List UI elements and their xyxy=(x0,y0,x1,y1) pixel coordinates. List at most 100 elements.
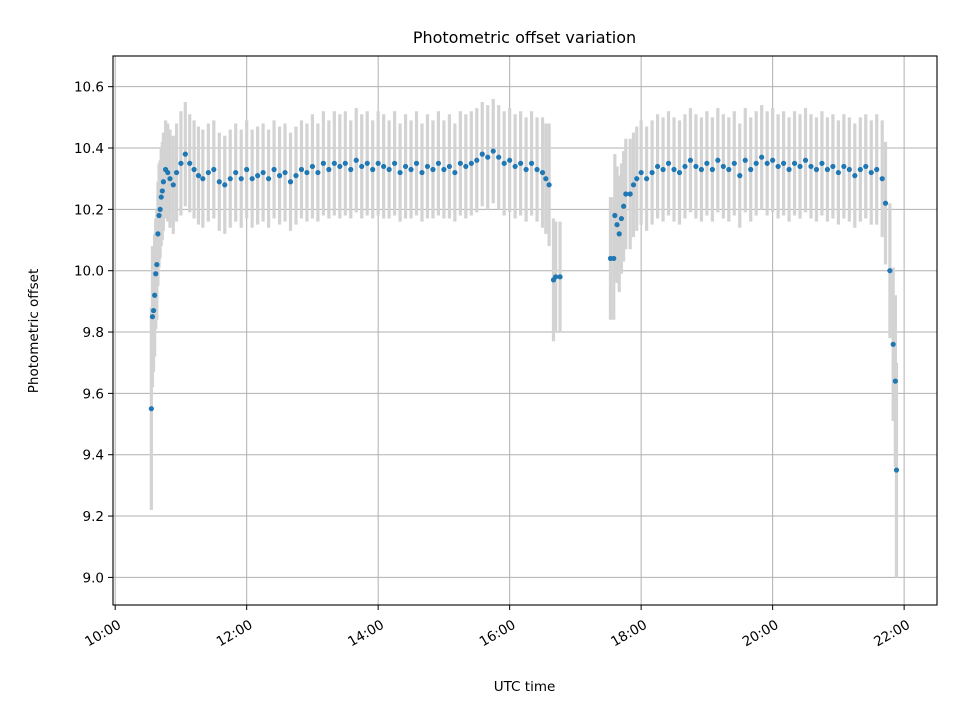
y-tick-label: 9.2 xyxy=(83,509,104,525)
data-point xyxy=(709,166,715,173)
data-point xyxy=(149,314,156,320)
data-point xyxy=(173,169,180,176)
x-tick-label: 12:00 xyxy=(214,617,256,650)
data-point xyxy=(654,163,661,170)
data-point xyxy=(539,169,546,176)
data-point xyxy=(353,157,359,163)
data-point xyxy=(326,166,332,173)
data-point xyxy=(830,163,836,170)
data-point xyxy=(216,179,222,185)
data-point xyxy=(819,160,825,166)
data-point xyxy=(534,166,540,173)
data-point xyxy=(623,191,629,197)
data-point xyxy=(621,203,627,209)
data-point xyxy=(764,160,770,166)
data-point xyxy=(748,166,754,173)
data-point xyxy=(170,182,176,188)
data-point xyxy=(158,194,164,200)
data-point xyxy=(704,160,710,166)
data-point xyxy=(155,231,161,237)
data-point xyxy=(634,176,640,182)
data-point xyxy=(293,173,299,179)
data-point xyxy=(309,163,316,170)
data-point xyxy=(331,160,337,166)
data-point xyxy=(616,231,622,237)
data-point xyxy=(386,166,392,173)
data-point xyxy=(182,151,188,157)
data-point xyxy=(238,176,244,182)
y-tick-label: 9.8 xyxy=(83,325,104,341)
data-point xyxy=(157,206,163,212)
data-point xyxy=(618,215,625,222)
data-point xyxy=(824,166,831,173)
data-point xyxy=(890,341,896,347)
data-point xyxy=(348,166,354,173)
data-point xyxy=(282,169,288,176)
data-point xyxy=(797,163,803,170)
data-point xyxy=(446,163,452,170)
data-point xyxy=(359,163,365,170)
data-point xyxy=(222,182,228,188)
y-tick-label: 9.0 xyxy=(83,570,104,586)
data-point xyxy=(791,160,798,166)
data-point xyxy=(490,148,496,154)
data-point xyxy=(167,176,173,182)
data-point xyxy=(298,166,305,173)
x-axis-label: UTC time xyxy=(494,679,556,695)
data-point xyxy=(233,169,239,176)
data-point xyxy=(687,157,694,163)
y-tick-label: 10.6 xyxy=(74,80,104,96)
data-point xyxy=(813,166,820,173)
data-point xyxy=(271,166,277,173)
data-point xyxy=(786,166,792,173)
x-tick-label: 10:00 xyxy=(82,617,124,650)
x-axis: 10:00 12:00 14:00 16:00 18:00 20:00 22:00 xyxy=(82,605,913,650)
data-point xyxy=(557,274,563,280)
data-point xyxy=(165,169,171,176)
data-point xyxy=(720,163,726,170)
data-point xyxy=(205,169,211,176)
data-point xyxy=(660,166,666,173)
x-tick-label: 20:00 xyxy=(740,617,782,650)
y-tick-label: 9.4 xyxy=(83,448,104,464)
data-point xyxy=(249,176,255,182)
data-point xyxy=(392,160,398,166)
data-point xyxy=(644,176,650,182)
data-point xyxy=(627,191,633,197)
data-point xyxy=(191,166,197,173)
data-point xyxy=(265,176,272,182)
data-point xyxy=(611,255,617,262)
data-point xyxy=(512,163,518,170)
data-point xyxy=(430,166,436,173)
data-point xyxy=(413,160,420,166)
data-point xyxy=(546,182,552,188)
chart-title: Photometric offset variation xyxy=(413,28,636,47)
data-point xyxy=(408,166,414,173)
data-point xyxy=(665,160,672,166)
data-point xyxy=(846,166,852,173)
data-point xyxy=(775,163,781,170)
data-point xyxy=(441,166,447,173)
x-tick-label: 22:00 xyxy=(871,617,913,650)
data-point xyxy=(742,157,748,163)
data-point xyxy=(671,166,677,173)
data-point xyxy=(260,169,266,176)
data-point xyxy=(737,173,743,179)
data-point xyxy=(315,169,321,176)
data-point xyxy=(649,169,655,176)
data-point xyxy=(543,176,549,182)
data-point xyxy=(479,151,485,157)
y-tick-label: 10.2 xyxy=(74,202,104,218)
data-point xyxy=(200,176,206,182)
data-point xyxy=(612,212,618,219)
data-point xyxy=(496,154,502,160)
data-point xyxy=(835,169,841,176)
data-point xyxy=(452,169,458,176)
y-tick-label: 10.0 xyxy=(74,264,104,280)
plot-frame xyxy=(112,55,938,606)
data-point xyxy=(523,166,529,173)
data-point xyxy=(156,212,162,219)
data-point xyxy=(501,160,507,166)
data-point xyxy=(435,160,442,166)
data-point xyxy=(507,157,513,163)
